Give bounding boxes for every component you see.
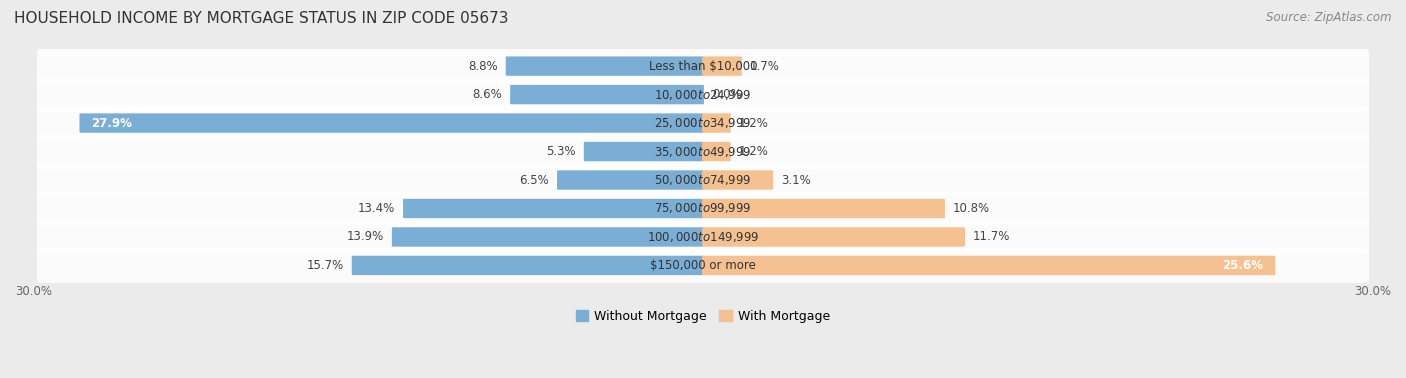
Text: Less than $10,000: Less than $10,000 [648, 60, 758, 73]
FancyBboxPatch shape [702, 199, 945, 218]
FancyBboxPatch shape [702, 227, 965, 247]
FancyBboxPatch shape [702, 256, 1275, 275]
Text: 15.7%: 15.7% [307, 259, 343, 272]
FancyBboxPatch shape [506, 56, 704, 76]
Text: Source: ZipAtlas.com: Source: ZipAtlas.com [1267, 11, 1392, 24]
FancyBboxPatch shape [557, 170, 704, 190]
Text: 1.2%: 1.2% [738, 116, 769, 130]
FancyBboxPatch shape [37, 106, 1369, 141]
Text: 8.8%: 8.8% [468, 60, 498, 73]
FancyBboxPatch shape [404, 199, 704, 218]
FancyBboxPatch shape [702, 113, 731, 133]
Text: $35,000 to $49,999: $35,000 to $49,999 [654, 144, 752, 158]
Text: 3.1%: 3.1% [782, 174, 811, 186]
Text: 11.7%: 11.7% [973, 231, 1011, 243]
Text: 10.8%: 10.8% [953, 202, 990, 215]
FancyBboxPatch shape [583, 142, 704, 161]
FancyBboxPatch shape [510, 85, 704, 104]
Text: 25.6%: 25.6% [1222, 259, 1263, 272]
Text: 6.5%: 6.5% [519, 174, 548, 186]
FancyBboxPatch shape [37, 163, 1369, 197]
Text: $100,000 to $149,999: $100,000 to $149,999 [647, 230, 759, 244]
Text: 8.6%: 8.6% [472, 88, 502, 101]
FancyBboxPatch shape [37, 191, 1369, 226]
FancyBboxPatch shape [702, 56, 742, 76]
FancyBboxPatch shape [37, 220, 1369, 254]
FancyBboxPatch shape [352, 256, 704, 275]
Text: $150,000 or more: $150,000 or more [650, 259, 756, 272]
FancyBboxPatch shape [392, 227, 704, 247]
FancyBboxPatch shape [37, 248, 1369, 283]
FancyBboxPatch shape [37, 49, 1369, 84]
Text: 1.2%: 1.2% [738, 145, 769, 158]
FancyBboxPatch shape [80, 113, 704, 133]
FancyBboxPatch shape [702, 142, 731, 161]
Text: $75,000 to $99,999: $75,000 to $99,999 [654, 201, 752, 215]
FancyBboxPatch shape [702, 170, 773, 190]
Text: 27.9%: 27.9% [91, 116, 132, 130]
Text: $25,000 to $34,999: $25,000 to $34,999 [654, 116, 752, 130]
Legend: Without Mortgage, With Mortgage: Without Mortgage, With Mortgage [571, 305, 835, 328]
FancyBboxPatch shape [37, 77, 1369, 112]
Text: $50,000 to $74,999: $50,000 to $74,999 [654, 173, 752, 187]
Text: 0.0%: 0.0% [711, 88, 741, 101]
Text: $10,000 to $24,999: $10,000 to $24,999 [654, 88, 752, 102]
FancyBboxPatch shape [37, 134, 1369, 169]
Text: 1.7%: 1.7% [749, 60, 780, 73]
Text: HOUSEHOLD INCOME BY MORTGAGE STATUS IN ZIP CODE 05673: HOUSEHOLD INCOME BY MORTGAGE STATUS IN Z… [14, 11, 509, 26]
Text: 5.3%: 5.3% [546, 145, 576, 158]
Text: 13.9%: 13.9% [347, 231, 384, 243]
Text: 13.4%: 13.4% [357, 202, 395, 215]
